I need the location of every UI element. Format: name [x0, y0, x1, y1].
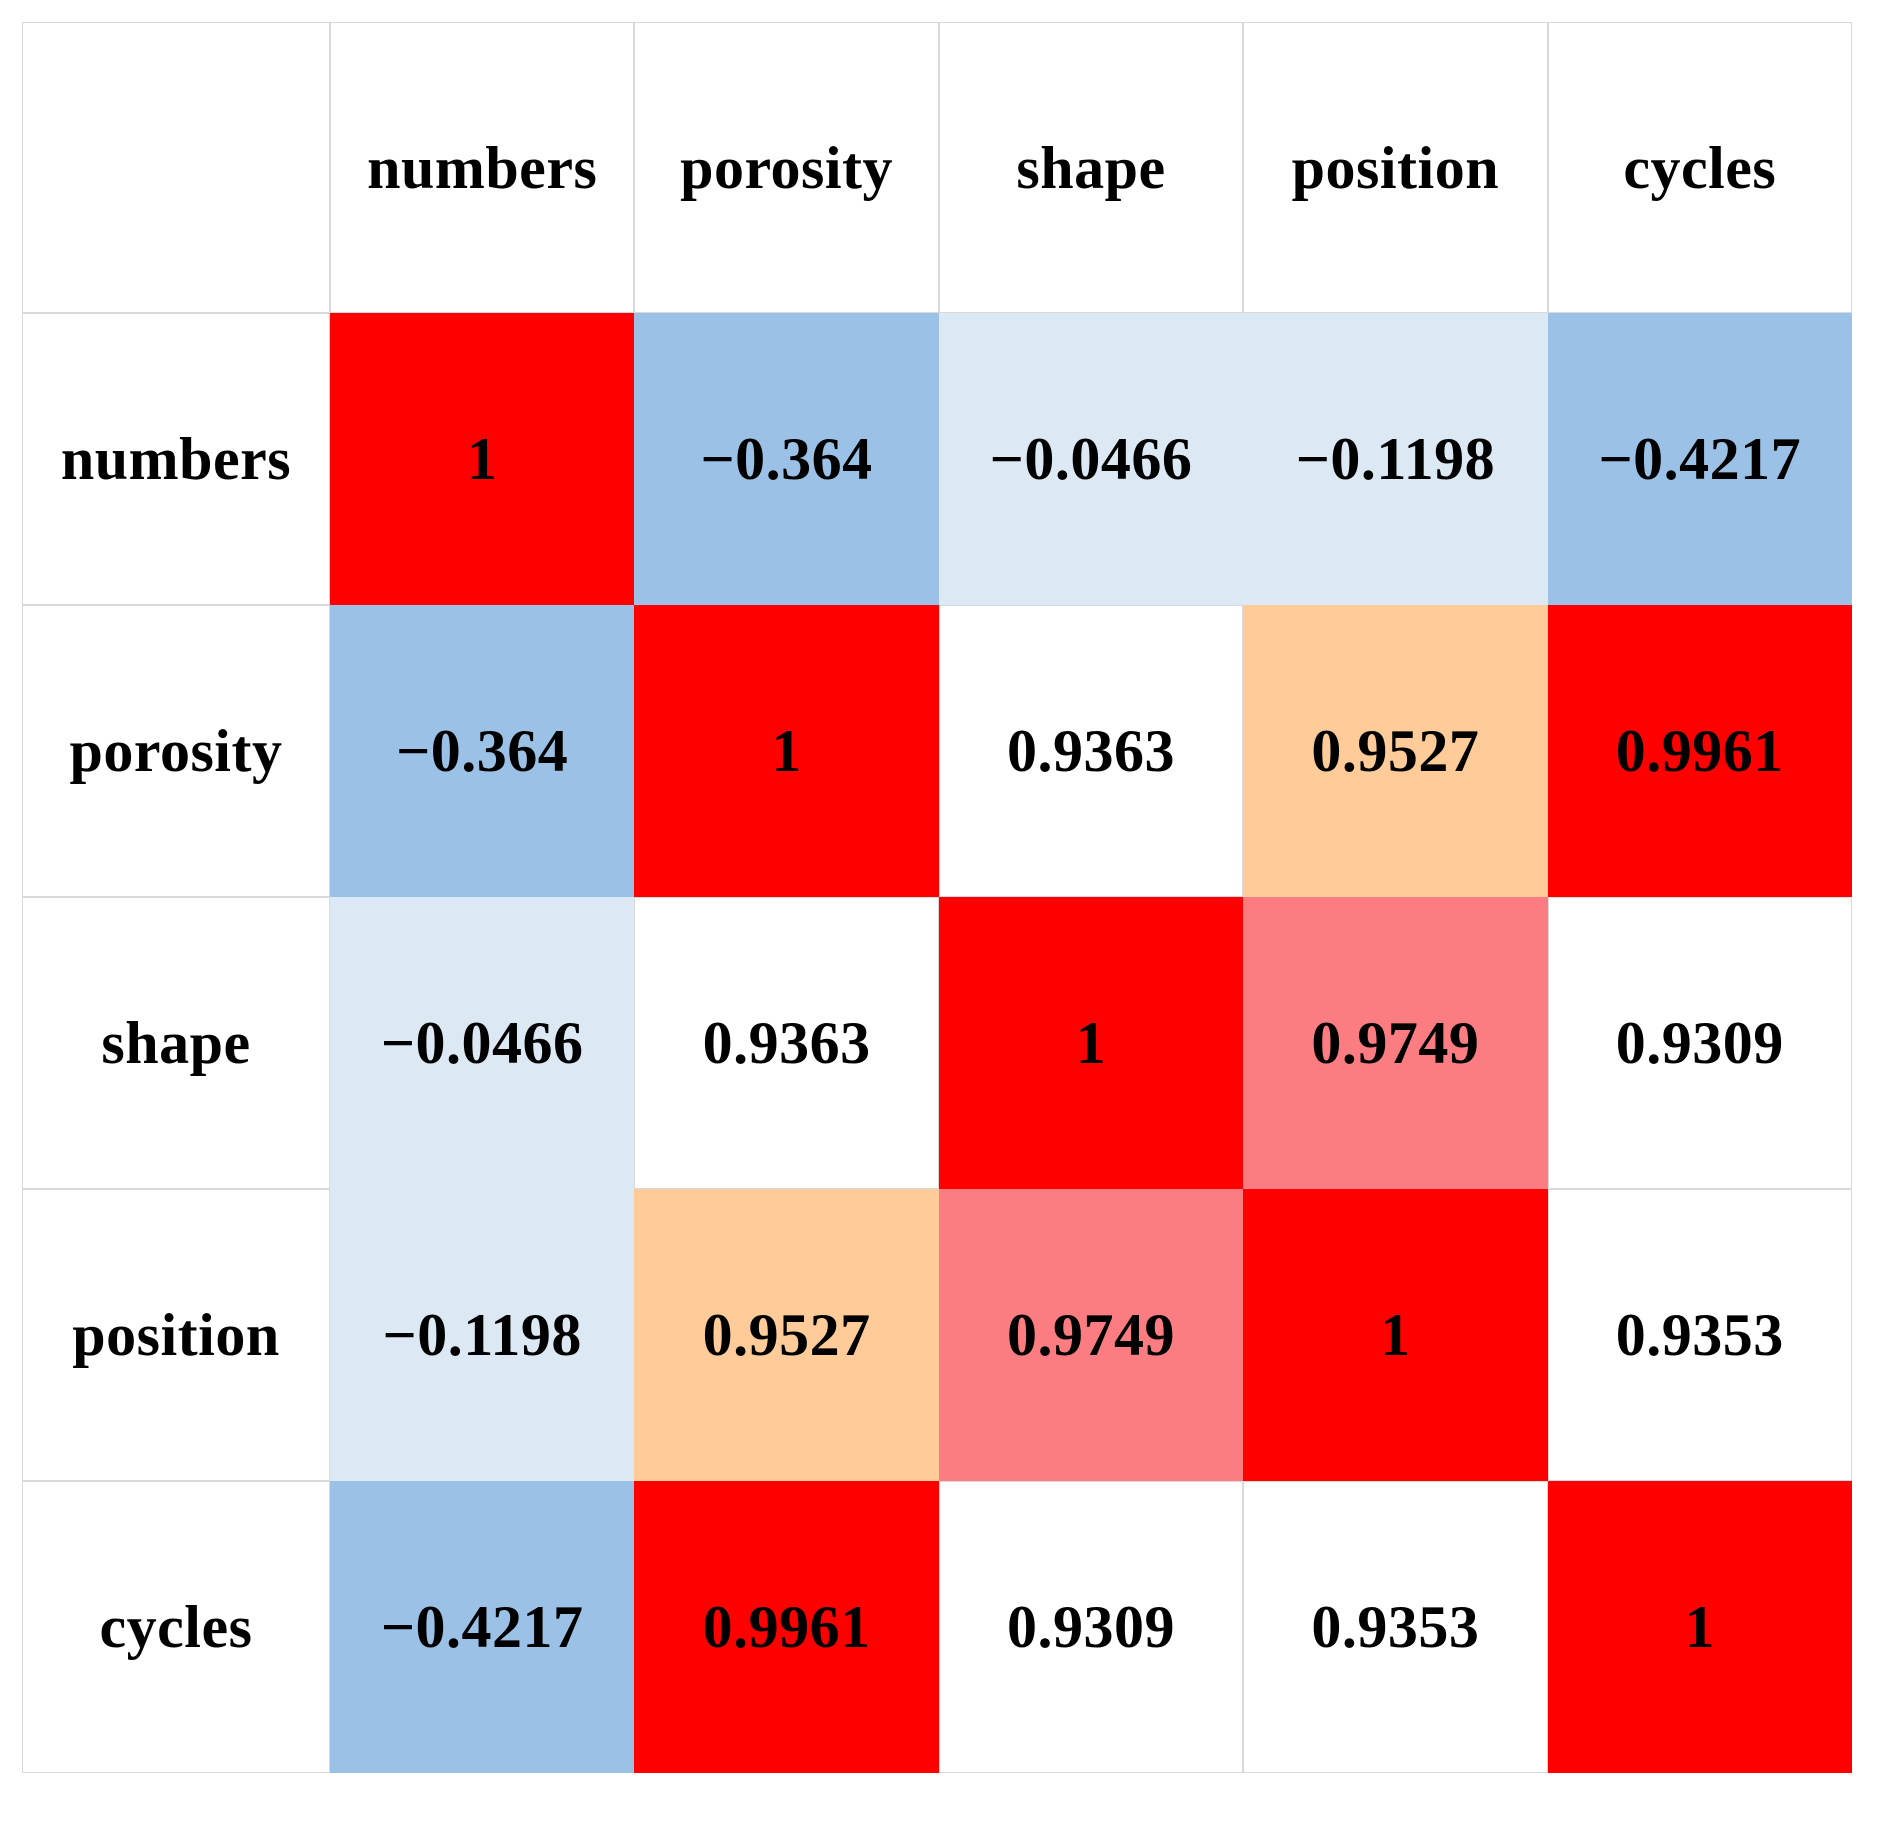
row-label: cycles	[22, 1481, 330, 1773]
correlation-matrix: numbers porosity shape position cycles number…	[22, 22, 1852, 1773]
matrix-cell: −0.4217	[330, 1481, 635, 1773]
column-header: cycles	[1547, 22, 1852, 313]
matrix-cell: 0.9749	[1243, 897, 1548, 1189]
corner-cell	[22, 22, 330, 313]
row-label: shape	[22, 897, 330, 1189]
column-header: position	[1243, 22, 1548, 313]
matrix-cell: −0.364	[634, 313, 939, 605]
matrix-cell: 0.9527	[634, 1189, 939, 1481]
matrix-cell: −0.4217	[1547, 313, 1852, 605]
matrix-cell: 0.9353	[1547, 1189, 1852, 1481]
matrix-cell: 1	[330, 313, 635, 605]
column-header: numbers	[330, 22, 635, 313]
matrix-cell: 1	[634, 605, 939, 897]
matrix-cell: 1	[1547, 1481, 1852, 1773]
matrix-cell: 0.9363	[938, 605, 1244, 897]
matrix-cell: −0.0466	[938, 313, 1244, 605]
matrix-cell: 0.9961	[634, 1481, 939, 1773]
row-label: porosity	[22, 605, 330, 897]
matrix-cell: −0.0466	[330, 897, 635, 1189]
matrix-cell: −0.364	[330, 605, 635, 897]
row-label: numbers	[22, 313, 330, 605]
matrix-cell: 1	[1243, 1189, 1548, 1481]
matrix-cell: −0.1198	[1243, 313, 1548, 605]
matrix-cell: 0.9961	[1547, 605, 1852, 897]
matrix-cell: 0.9309	[1547, 897, 1852, 1189]
matrix-cell: 0.9353	[1243, 1481, 1548, 1773]
matrix-cell: −0.1198	[330, 1189, 635, 1481]
column-header: porosity	[634, 22, 939, 313]
matrix-cell: 0.9527	[1243, 605, 1548, 897]
matrix-cell: 0.9363	[634, 897, 939, 1189]
column-header: shape	[938, 22, 1244, 313]
row-label: position	[22, 1189, 330, 1481]
matrix-cell: 0.9749	[938, 1189, 1244, 1481]
matrix-cell: 1	[938, 897, 1244, 1189]
matrix-cell: 0.9309	[938, 1481, 1244, 1773]
